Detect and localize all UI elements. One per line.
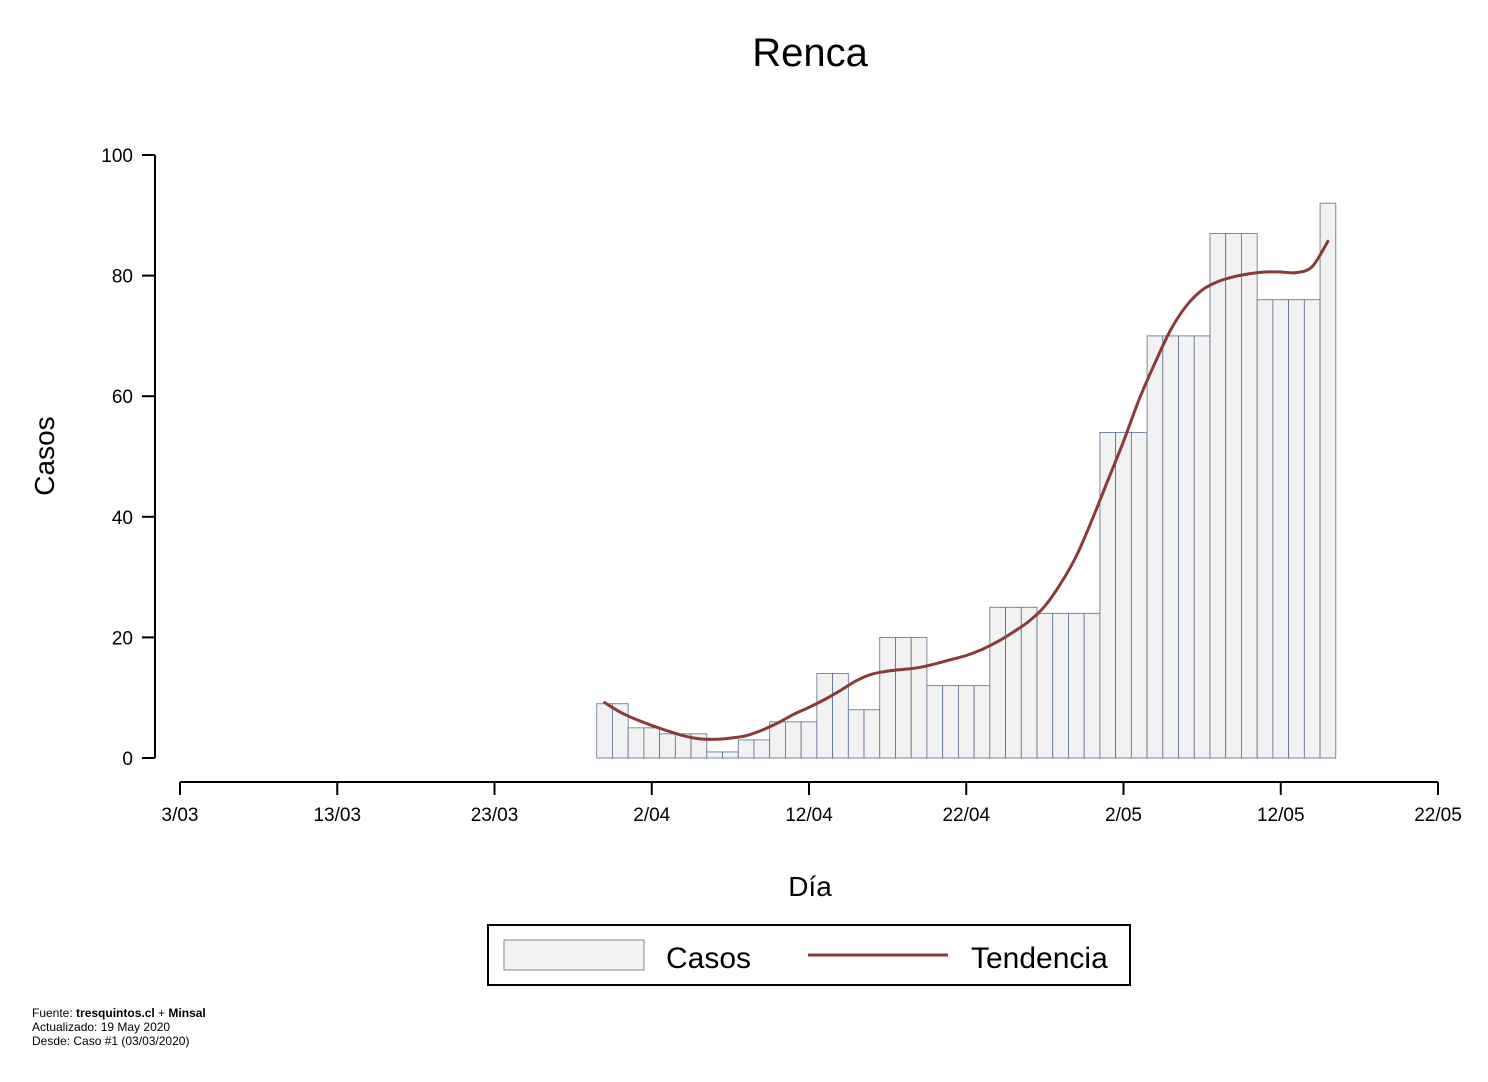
footer-since: Desde: Caso #1 (03/03/2020): [32, 1034, 190, 1048]
bar: [879, 637, 896, 759]
x-tick-label: 13/03: [313, 805, 361, 826]
trend-series-tendencia: [603, 239, 1330, 741]
bar: [910, 637, 928, 759]
bar: [1052, 612, 1069, 759]
footer-source: Fuente: tresquintos.cl + Minsal: [32, 1006, 206, 1020]
bar: [643, 727, 661, 759]
y-tick-label: 80: [112, 267, 133, 288]
bar: [1272, 299, 1290, 759]
y-axis-title: Casos: [29, 416, 60, 495]
trend-line: [603, 239, 1330, 741]
footer-updated: Actualizado: 19 May 2020: [32, 1020, 171, 1034]
x-tick-label: 23/03: [471, 805, 519, 826]
bar: [596, 703, 613, 759]
y-tick-label: 60: [112, 387, 133, 408]
bar: [1146, 335, 1164, 759]
bar: [722, 751, 739, 759]
bar: [1068, 612, 1085, 759]
bar: [926, 685, 944, 759]
bar: [1225, 232, 1242, 759]
chart-title: Renca: [752, 31, 868, 75]
x-axis-title: Día: [788, 871, 832, 902]
bar: [785, 721, 802, 759]
footer-source-site: tresquintos.cl: [76, 1006, 155, 1020]
x-tick-label: 22/04: [942, 805, 990, 826]
bar: [1288, 299, 1305, 759]
bar: [627, 727, 645, 759]
bars-series-casos: [596, 202, 1337, 759]
bar: [863, 709, 881, 759]
x-tick-label: 22/05: [1414, 805, 1462, 826]
bar: [1303, 299, 1321, 759]
footer-source-org: Minsal: [168, 1006, 206, 1020]
x-tick-label: 3/03: [162, 805, 199, 826]
footer-notes: Fuente: tresquintos.cl + Minsal Actualiz…: [32, 1006, 206, 1048]
legend-swatch-casos: [503, 939, 645, 971]
bar: [957, 685, 975, 759]
bar: [1178, 335, 1195, 759]
y-axis: 0 20 40 60 80 100: [101, 146, 156, 770]
bar: [1319, 202, 1337, 759]
bar: [1209, 232, 1227, 759]
y-tick-label: 40: [112, 508, 133, 529]
bar: [753, 739, 771, 759]
bar: [800, 721, 818, 759]
y-tick-label: 0: [122, 749, 133, 770]
bar: [659, 733, 676, 759]
bar: [1162, 335, 1179, 759]
y-tick-label: 100: [101, 146, 133, 167]
bar: [973, 685, 991, 759]
legend-label-casos: Casos: [666, 942, 751, 975]
bar: [737, 739, 755, 759]
y-tick-label: 20: [112, 628, 133, 649]
bar: [1083, 612, 1101, 759]
footer-source-sep: +: [154, 1006, 169, 1020]
bar: [1115, 431, 1132, 759]
bar: [1036, 612, 1054, 759]
bar: [1241, 232, 1258, 759]
bar: [895, 637, 912, 759]
bar: [816, 673, 833, 759]
legend: Casos Tendencia: [487, 924, 1131, 986]
bar: [942, 685, 959, 759]
bar: [1020, 606, 1038, 759]
x-axis: 3/03 13/03 23/03 2/04 12/04 22/04 2/05 12/05 22/…: [162, 781, 1462, 826]
x-tick-label: 2/05: [1105, 805, 1142, 826]
bar: [847, 709, 865, 759]
bar: [989, 606, 1006, 759]
x-tick-label: 2/04: [633, 805, 670, 826]
x-tick-label: 12/05: [1257, 805, 1305, 826]
bar: [1256, 299, 1274, 759]
bar: [706, 751, 723, 759]
x-tick-label: 12/04: [785, 805, 833, 826]
bar: [1130, 431, 1148, 759]
bar: [1193, 335, 1211, 759]
legend-label-tendencia: Tendencia: [971, 942, 1108, 975]
footer-source-prefix: Fuente:: [32, 1006, 77, 1020]
